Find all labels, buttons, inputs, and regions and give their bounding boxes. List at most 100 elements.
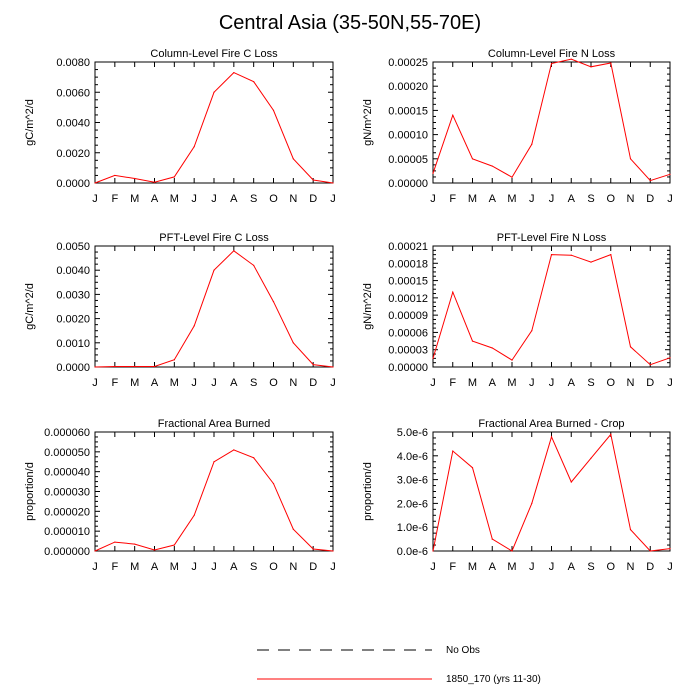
- x-tick-label: J: [191, 561, 197, 573]
- x-tick-label: J: [92, 193, 98, 205]
- data-point: [272, 301, 275, 303]
- chart-panel-4: PFT-Level Fire N Loss gN/m^2/d 0.00000 0.00…: [362, 232, 673, 389]
- chart-title: Column-Level Fire C Loss: [150, 48, 278, 60]
- x-tick-label: M: [170, 377, 179, 389]
- chart-title: Column-Level Fire N Loss: [488, 48, 616, 60]
- data-point: [332, 182, 334, 184]
- y-tick-label: 0.0040: [56, 118, 90, 130]
- y-tick-label: 0.00005: [388, 154, 428, 166]
- y-tick-label: 5.0e-6: [397, 427, 428, 439]
- data-point: [550, 254, 553, 256]
- data-point: [629, 528, 632, 531]
- data-point: [134, 365, 136, 368]
- data-point: [134, 543, 136, 545]
- data-point: [332, 550, 334, 552]
- data-point: [114, 365, 116, 368]
- x-tick-label: J: [330, 561, 336, 573]
- x-tick-label: A: [230, 377, 238, 389]
- data-point: [550, 436, 553, 438]
- y-tick-label: 0.00000: [388, 178, 428, 190]
- x-tick-label: D: [646, 561, 654, 573]
- x-tick-label: M: [507, 561, 516, 573]
- y-tick-label: 0.0e-6: [397, 546, 428, 558]
- x-tick-label: J: [430, 377, 436, 389]
- x-tick-label: F: [111, 561, 118, 573]
- x-tick-label: M: [468, 377, 477, 389]
- y-tick-label: 0.00000: [388, 362, 428, 374]
- y-tick-label: 0.000050: [44, 447, 90, 459]
- data-point: [213, 461, 215, 463]
- y-axis-label: gN/m^2/d: [362, 99, 374, 146]
- x-tick-label: J: [211, 377, 217, 389]
- data-point: [610, 62, 612, 64]
- chart-title: PFT-Level Fire N Loss: [497, 232, 607, 244]
- x-tick-label: D: [309, 193, 317, 205]
- y-axis-label: gC/m^2/d: [24, 99, 36, 146]
- x-tick-label: M: [130, 193, 139, 205]
- plot-frame: [432, 61, 671, 184]
- x-tick-label: M: [130, 561, 139, 573]
- data-point: [531, 502, 533, 504]
- x-tick-label: S: [250, 377, 257, 389]
- series-line-1: [94, 449, 334, 552]
- chart-title: Fractional Area Burned - Crop: [478, 418, 624, 430]
- x-tick-label: A: [230, 561, 238, 573]
- x-tick-label: J: [430, 193, 436, 205]
- data-point: [452, 114, 454, 116]
- data-point: [153, 365, 156, 368]
- chart-panel-1: Column-Level Fire C Loss gC/m^2/d 0.0000 0.…: [24, 48, 336, 205]
- data-point: [452, 450, 454, 452]
- y-tick-label: 0.0020: [56, 148, 90, 160]
- figure-title: Central Asia (35-50N,55-70E): [218, 12, 482, 34]
- x-tick-label: A: [151, 561, 159, 573]
- x-tick-label: D: [309, 377, 317, 389]
- x-tick-label: A: [151, 377, 159, 389]
- data-point: [153, 181, 156, 183]
- data-point: [233, 71, 235, 74]
- x-tick-label: M: [468, 561, 477, 573]
- y-tick-label: 0.0060: [56, 87, 90, 99]
- data-point: [312, 548, 314, 550]
- y-tick-label: 0.0000: [56, 362, 90, 374]
- x-tick-label: N: [289, 561, 297, 573]
- chart-panel-3: PFT-Level Fire C Loss gC/m^2/d 0.0000 0.001…: [24, 232, 336, 389]
- data-point: [590, 457, 592, 459]
- data-point: [153, 549, 156, 551]
- data-point: [173, 359, 175, 361]
- x-tick-label: D: [309, 561, 317, 573]
- data-point: [511, 550, 513, 552]
- y-tick-label: 0.00003: [388, 345, 428, 357]
- x-tick-label: S: [250, 193, 257, 205]
- x-tick-label: O: [269, 561, 278, 573]
- data-point: [610, 254, 612, 256]
- data-point: [173, 176, 175, 178]
- data-point: [94, 366, 96, 368]
- y-tick-label: 0.00012: [388, 293, 428, 305]
- y-tick-label: 0.000040: [44, 467, 90, 479]
- x-tick-label: J: [529, 377, 535, 389]
- x-tick-label: O: [606, 193, 615, 205]
- y-axis-label: gN/m^2/d: [362, 283, 374, 330]
- y-axis-label: proportion/d: [24, 462, 36, 521]
- y-tick-label: 1.0e-6: [397, 522, 428, 534]
- chart-title: PFT-Level Fire C Loss: [159, 232, 269, 244]
- y-tick-label: 0.000020: [44, 506, 90, 518]
- chart-panel-5: Fractional Area Burned proportion/d 0.0000…: [24, 418, 336, 573]
- y-tick-label: 3.0e-6: [397, 475, 428, 487]
- x-tick-label: M: [130, 377, 139, 389]
- y-tick-label: 0.0040: [56, 265, 90, 277]
- x-tick-label: F: [111, 193, 118, 205]
- x-tick-label: A: [568, 561, 576, 573]
- data-point: [471, 340, 474, 342]
- y-tick-label: 0.0020: [56, 314, 90, 326]
- series-line-1: [94, 72, 334, 184]
- data-point: [233, 250, 235, 252]
- data-point: [94, 182, 96, 184]
- chart-panel-2: Column-Level Fire N Loss gN/m^2/d 0.00000 0…: [362, 48, 673, 205]
- x-tick-label: J: [667, 193, 673, 205]
- y-tick-label: 0.00015: [388, 105, 428, 117]
- y-tick-label: 0.0000: [56, 178, 90, 190]
- x-tick-label: J: [529, 561, 535, 573]
- x-tick-label: J: [191, 193, 197, 205]
